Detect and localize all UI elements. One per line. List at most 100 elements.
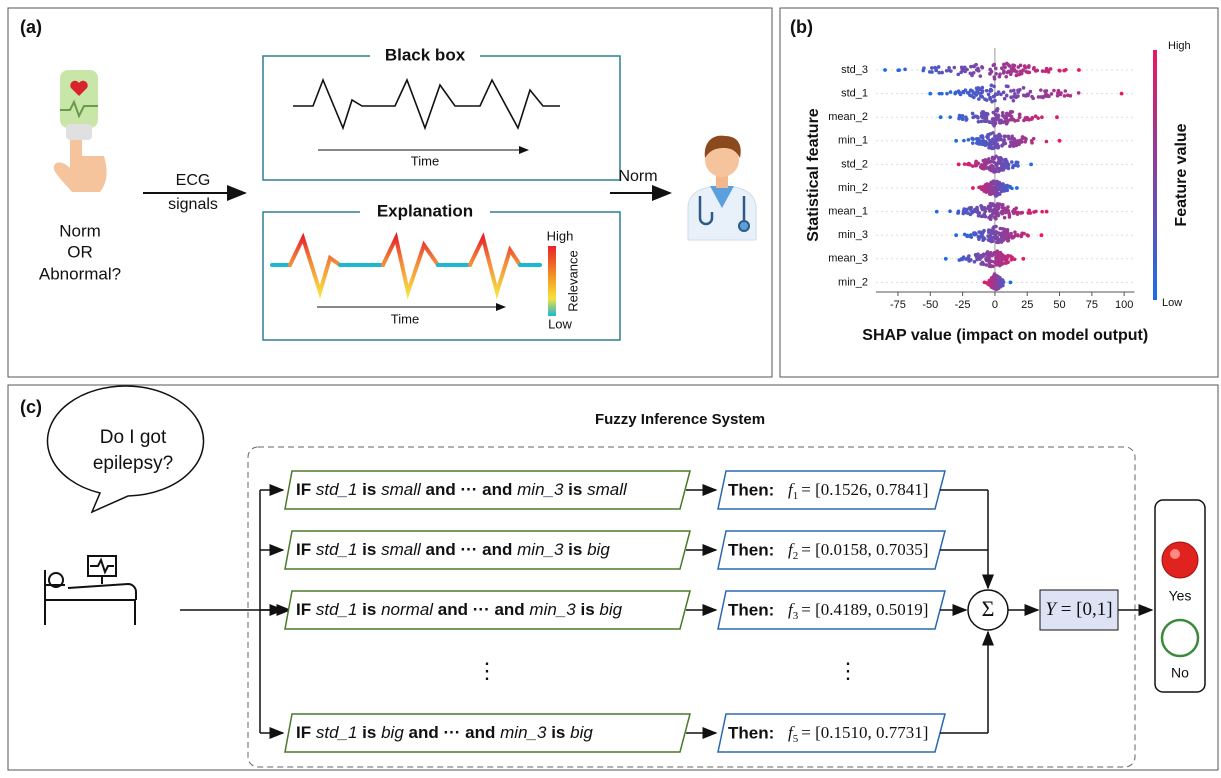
rule-token: IF	[296, 600, 311, 619]
swarm-dot	[1034, 114, 1038, 118]
swarm-dot	[1032, 66, 1036, 70]
swarm-dot	[948, 209, 952, 213]
swarm-dot	[1021, 68, 1025, 72]
rule-token: and ··· and	[409, 723, 496, 742]
swarm-dot	[987, 120, 991, 124]
swarm-dot	[985, 256, 989, 260]
swarm-dot	[975, 115, 979, 119]
swarm-dot	[1005, 210, 1009, 214]
swarm-dot	[992, 95, 996, 99]
swarm-dot	[989, 202, 993, 206]
rule-text: IF std_1 is small and ··· and min_3 is s…	[296, 480, 628, 499]
rule-token: is	[551, 723, 565, 742]
swarm-dot	[1000, 143, 1004, 147]
swarm-dot	[989, 89, 993, 93]
arrow-label: ECG	[176, 172, 211, 189]
swarm-dot	[1016, 164, 1020, 168]
swarm-dot	[957, 209, 961, 213]
swarm-dot	[1011, 166, 1015, 170]
swarm-dot	[1007, 239, 1011, 243]
swarm-dot	[987, 228, 991, 232]
swarm-dot	[973, 92, 977, 96]
swarm-dot	[989, 217, 993, 221]
panel-label: (c)	[20, 397, 42, 417]
f-index: 1	[793, 490, 799, 502]
swarm-dot	[1031, 116, 1035, 120]
rule-token: is	[568, 480, 582, 499]
range-end	[1058, 139, 1062, 143]
swarm-dot	[949, 90, 953, 94]
rule-text: IF std_1 is small and ··· and min_3 is b…	[296, 540, 610, 559]
swarm-dot	[1002, 138, 1006, 142]
black-box	[263, 56, 620, 180]
swarm-dot	[971, 141, 975, 145]
swarm-dot	[996, 207, 1000, 211]
panel-label: (a)	[20, 17, 42, 37]
rule-token: and ··· and	[426, 480, 513, 499]
swarm-dot	[1057, 69, 1061, 73]
swarm-dot	[1064, 89, 1068, 93]
axis-label: Time	[411, 153, 439, 168]
box-title: Black box	[385, 45, 466, 64]
swarm-dot	[988, 168, 992, 172]
swarm-dot	[1010, 187, 1014, 191]
swarm-dot	[1005, 94, 1009, 98]
rule-token: min_3	[517, 480, 564, 499]
swarm-dot	[1005, 232, 1009, 236]
no-light	[1162, 620, 1198, 656]
swarm-dot	[985, 263, 989, 267]
swarm-dot	[1015, 74, 1019, 78]
swarm-dot	[962, 139, 966, 143]
swarm-dot	[1040, 115, 1044, 119]
swarm-dot	[998, 238, 1002, 242]
then-label: Then:	[728, 600, 774, 619]
swarm-dot	[1018, 139, 1022, 143]
relevance-wave	[272, 238, 540, 292]
swarm-dot	[997, 280, 1001, 284]
swarm-dot	[972, 71, 976, 75]
swarm-dot	[930, 70, 934, 74]
swarm-dot	[1027, 64, 1031, 68]
swarm-dot	[998, 181, 1002, 185]
swarm-dot	[969, 65, 973, 69]
swarm-dot	[1052, 89, 1056, 93]
y-tick-label: min_2	[838, 182, 868, 194]
swarm-dot	[989, 259, 993, 263]
swarm-dot	[964, 115, 968, 119]
swarm-dot	[1026, 94, 1030, 98]
rule-token: small	[381, 540, 422, 559]
swarm-dot	[1008, 215, 1012, 219]
y-axis-title: Statistical feature	[805, 108, 822, 241]
swarm-dot	[966, 163, 970, 167]
swarm-dot	[975, 86, 979, 90]
panel-label: (b)	[790, 17, 813, 37]
rule-token: min_3	[529, 600, 576, 619]
swarm-dot	[994, 230, 998, 234]
swarm-dot	[995, 191, 999, 195]
swarm-dot	[963, 70, 967, 74]
swarm-dot	[1013, 119, 1017, 123]
stethoscope-head	[739, 221, 749, 231]
beeswarm-chart: -75-50-250255075100std_3std_1mean_2min_1…	[805, 40, 1190, 344]
x-tick-label: 75	[1086, 299, 1098, 311]
rule-token: big	[381, 723, 404, 742]
swarm-dot	[1008, 64, 1012, 68]
rule-token: normal	[381, 600, 434, 619]
swarm-dot	[969, 72, 973, 76]
system-title: Fuzzy Inference System	[595, 411, 765, 428]
swarm-dot	[983, 119, 987, 123]
no-label: No	[1171, 665, 1189, 681]
swarm-dot	[988, 187, 992, 191]
swarm-dot	[1013, 230, 1017, 234]
swarm-dot	[979, 74, 983, 78]
x-tick-label: 100	[1115, 299, 1133, 311]
swarm-dot	[998, 276, 1002, 280]
swarm-dot	[1012, 99, 1016, 103]
swarm-dot	[1012, 89, 1016, 93]
swarm-dot	[991, 264, 995, 268]
swarm-dot	[1016, 90, 1020, 94]
swarm-dot	[989, 97, 993, 101]
device-base	[66, 124, 92, 140]
swarm-dot	[991, 117, 995, 121]
swarm-dot	[1014, 143, 1018, 147]
